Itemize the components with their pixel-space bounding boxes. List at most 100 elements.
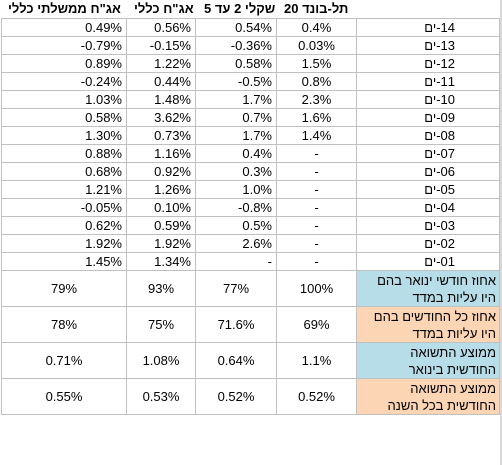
cell-general[interactable]: 1.26% [126, 180, 196, 199]
cell-gov[interactable]: -0.79% [1, 36, 127, 55]
cell-general[interactable]: 0.59% [126, 216, 196, 235]
cell-gov[interactable]: -0.24% [1, 72, 127, 91]
cell-gov[interactable]: -0.05% [1, 198, 127, 217]
cell-gov[interactable]: 1.92% [1, 234, 127, 253]
cell-general[interactable]: 75% [126, 306, 196, 343]
cell-gov[interactable]: 78% [1, 306, 127, 343]
cell-general[interactable]: 1.16% [126, 144, 196, 163]
cell-general[interactable]: 0.44% [126, 72, 196, 91]
cell-general[interactable]: 3.62% [126, 108, 196, 127]
cell-gov[interactable]: 1.30% [1, 126, 127, 145]
cell-month-label[interactable]: 08-ים [356, 126, 500, 145]
cell-gov[interactable]: 0.58% [1, 108, 127, 127]
cell-telbond[interactable]: 1.4% [276, 126, 357, 145]
cell-month-label[interactable]: 03-ים [356, 216, 500, 235]
cell-month-label[interactable]: 14-ים [356, 18, 500, 37]
cell-month-label[interactable]: 09-ים [356, 108, 500, 127]
cell-shekel[interactable]: 0.52% [195, 378, 277, 415]
cell-shekel[interactable]: 1.7% [195, 126, 277, 145]
header-shekel[interactable]: שקלי 2 עד 5 [204, 1, 276, 16]
cell-telbond[interactable]: - [276, 144, 357, 163]
cell-shekel[interactable]: 0.3% [195, 162, 277, 181]
cell-gov[interactable]: 0.71% [1, 342, 127, 379]
cell-month-label[interactable]: 01-ים [356, 252, 500, 271]
cell-month-label[interactable]: 06-ים [356, 162, 500, 181]
cell-gov[interactable]: 0.88% [1, 144, 127, 163]
cell-shekel[interactable]: 77% [195, 270, 277, 307]
cell-telbond[interactable]: 1.6% [276, 108, 357, 127]
cell-telbond[interactable]: - [276, 234, 357, 253]
table-row: 0.68% 0.92% 0.3% -06-ים [1, 162, 500, 181]
cell-month-label[interactable]: 12-ים [356, 54, 500, 73]
cell-telbond[interactable]: - [276, 252, 357, 271]
cell-telbond[interactable]: 100% [276, 270, 357, 307]
cell-telbond[interactable]: 0.4% [276, 18, 357, 37]
summary-label[interactable]: אחוז כל החודשים בהם היו עליות במדד [356, 306, 500, 343]
cell-gov[interactable]: 79% [1, 270, 127, 307]
cell-telbond[interactable]: 1.1% [276, 342, 357, 379]
cell-telbond[interactable]: 1.5% [276, 54, 357, 73]
cell-shekel[interactable]: -0.8% [195, 198, 277, 217]
cell-month-label[interactable]: 02-ים [356, 234, 500, 253]
header-gov[interactable]: אג"ח ממשלתי כללי [8, 1, 121, 16]
cell-month-label[interactable]: 10-ים [356, 90, 500, 109]
cell-telbond[interactable]: 0.03% [276, 36, 357, 55]
cell-month-label[interactable]: 11-ים [356, 72, 500, 91]
cell-telbond[interactable]: 0.52% [276, 378, 357, 415]
cell-shekel[interactable]: 1.0% [195, 180, 277, 199]
cell-shekel[interactable]: 0.64% [195, 342, 277, 379]
cell-general[interactable]: 0.73% [126, 126, 196, 145]
summary-label[interactable]: אחוז חודשי ינואר בהם היו עליות במדד [356, 270, 500, 307]
cell-shekel[interactable]: 0.58% [195, 54, 277, 73]
cell-gov[interactable]: 0.89% [1, 54, 127, 73]
cell-telbond[interactable]: - [276, 198, 357, 217]
cell-telbond[interactable]: 0.8% [276, 72, 357, 91]
summary-label[interactable]: ממוצע התשואה החודשית בכל השנה [356, 378, 500, 415]
cell-shekel[interactable]: - [195, 252, 277, 271]
cell-general[interactable]: 93% [126, 270, 196, 307]
cell-general[interactable]: 0.56% [126, 18, 196, 37]
header-telbond[interactable]: תל-בונד 20 [284, 1, 349, 16]
cell-gov[interactable]: 0.68% [1, 162, 127, 181]
cell-general[interactable]: 1.48% [126, 90, 196, 109]
cell-shekel[interactable]: 0.4% [195, 144, 277, 163]
cell-gov[interactable]: 0.55% [1, 378, 127, 415]
cell-month-label[interactable]: 07-ים [356, 144, 500, 163]
cell-month-label[interactable]: 04-ים [356, 198, 500, 217]
cell-shekel[interactable]: 0.54% [195, 18, 277, 37]
summary-label[interactable]: ממוצע התשואה החודשית בינואר [356, 342, 500, 379]
header-general[interactable]: אג"ח כללי [134, 1, 194, 16]
cell-gov[interactable]: 1.45% [1, 252, 127, 271]
cell-shekel[interactable]: -0.5% [195, 72, 277, 91]
cell-telbond[interactable]: - [276, 162, 357, 181]
table-row: -0.05% 0.10% -0.8% -04-ים [1, 198, 500, 217]
cell-general[interactable]: 1.34% [126, 252, 196, 271]
table-row: 1.30% 0.73% 1.7% 1.4% 08-ים [1, 126, 500, 145]
cell-general[interactable]: 1.92% [126, 234, 196, 253]
cell-shekel[interactable]: -0.36% [195, 36, 277, 55]
cell-general[interactable]: 0.53% [126, 378, 196, 415]
cell-month-label[interactable]: 05-ים [356, 180, 500, 199]
cell-gov[interactable]: 1.03% [1, 90, 127, 109]
cell-shekel[interactable]: 2.6% [195, 234, 277, 253]
cell-general[interactable]: -0.15% [126, 36, 196, 55]
cell-general[interactable]: 1.08% [126, 342, 196, 379]
cell-gov[interactable]: 0.49% [1, 18, 127, 37]
summary-row: 78% 75% 71.6% 69% אחוז כל החודשים בהם היו על… [1, 306, 500, 343]
cell-shekel[interactable]: 71.6% [195, 306, 277, 343]
cell-telbond[interactable]: - [276, 216, 357, 235]
cell-general[interactable]: 0.10% [126, 198, 196, 217]
table-row: 0.58% 3.62% 0.7% 1.6% 09-ים [1, 108, 500, 127]
cell-telbond[interactable]: 69% [276, 306, 357, 343]
cell-shekel[interactable]: 0.5% [195, 216, 277, 235]
cell-shekel[interactable]: 1.7% [195, 90, 277, 109]
cell-shekel[interactable]: 0.7% [195, 108, 277, 127]
table-row: 1.92% 1.92% 2.6% -02-ים [1, 234, 500, 253]
cell-telbond[interactable]: - [276, 180, 357, 199]
cell-gov[interactable]: 1.21% [1, 180, 127, 199]
cell-month-label[interactable]: 13-ים [356, 36, 500, 55]
cell-general[interactable]: 0.92% [126, 162, 196, 181]
cell-general[interactable]: 1.22% [126, 54, 196, 73]
cell-gov[interactable]: 0.62% [1, 216, 127, 235]
cell-telbond[interactable]: 2.3% [276, 90, 357, 109]
